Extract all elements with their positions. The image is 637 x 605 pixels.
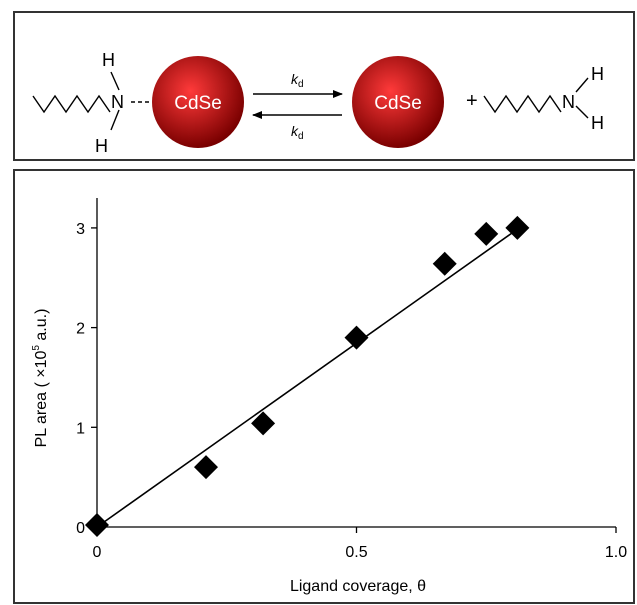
x-tick-label: 1.0 bbox=[605, 544, 627, 561]
plus-sign: + bbox=[466, 90, 478, 112]
amine-H-bottom-left: H bbox=[95, 136, 108, 156]
data-point bbox=[344, 325, 369, 350]
reaction-scheme: N H H CdSe kd kd CdSe + N H H bbox=[13, 11, 635, 161]
NH-bond-down-right bbox=[575, 105, 589, 119]
NH-bond-up-left bbox=[110, 71, 120, 91]
alkyl-chain-left bbox=[32, 94, 111, 114]
cdse-particle-bound bbox=[152, 56, 244, 148]
y-axis-label: PL area ( ×105 a.u.) bbox=[31, 309, 50, 448]
plot-area: 0 1 2 3 0 0.5 1.0 bbox=[76, 198, 627, 561]
rate-constant-reverse: kd bbox=[291, 123, 304, 142]
cdse-label-bound: CdSe bbox=[174, 93, 222, 114]
data-point bbox=[251, 411, 276, 436]
x-axis-label: Ligand coverage, θ bbox=[290, 578, 426, 595]
scheme-frame bbox=[13, 11, 635, 161]
rate-sub-reverse: d bbox=[298, 131, 304, 142]
data-point bbox=[85, 513, 109, 538]
data-point bbox=[474, 221, 499, 246]
rate-sub-forward: d bbox=[298, 79, 304, 90]
amine-N-left: N bbox=[111, 92, 124, 112]
cdse-particle-free bbox=[352, 56, 444, 148]
amine-H-top-left: H bbox=[102, 50, 115, 70]
chart-panel: 0 1 2 3 0 0.5 1.0 PL area ( ×105 a.u.) Ligand … bbox=[13, 169, 635, 604]
NH-bond-up-right bbox=[575, 77, 589, 93]
x-tick-label: 0.5 bbox=[345, 544, 367, 561]
y-axis-label-sup: 5 bbox=[31, 345, 42, 351]
rate-constant-forward: kd bbox=[291, 71, 304, 90]
NH-bond-down-left bbox=[110, 109, 120, 131]
data-point bbox=[505, 215, 530, 240]
alkyl-chain-right bbox=[483, 94, 562, 114]
amine-N-right: N bbox=[562, 92, 575, 112]
amine-H-top-right: H bbox=[591, 64, 604, 84]
rate-k-reverse: k bbox=[291, 123, 299, 139]
y-tick-label: 0 bbox=[76, 520, 85, 537]
y-axis-label-tail: a.u.) bbox=[33, 309, 50, 345]
y-tick-label: 2 bbox=[76, 321, 85, 338]
y-tick-label: 1 bbox=[76, 420, 85, 437]
data-point bbox=[432, 251, 457, 276]
chart-frame bbox=[13, 169, 635, 604]
fit-line bbox=[96, 232, 513, 528]
cdse-label-free: CdSe bbox=[374, 93, 422, 114]
amine-H-bottom-right: H bbox=[591, 113, 604, 133]
data-point bbox=[193, 455, 218, 480]
x-tick-label: 0 bbox=[93, 544, 102, 561]
y-tick-label: 3 bbox=[76, 221, 85, 238]
rate-k-forward: k bbox=[291, 71, 299, 87]
y-axis-label-main: PL area ( ×10 bbox=[33, 351, 50, 448]
